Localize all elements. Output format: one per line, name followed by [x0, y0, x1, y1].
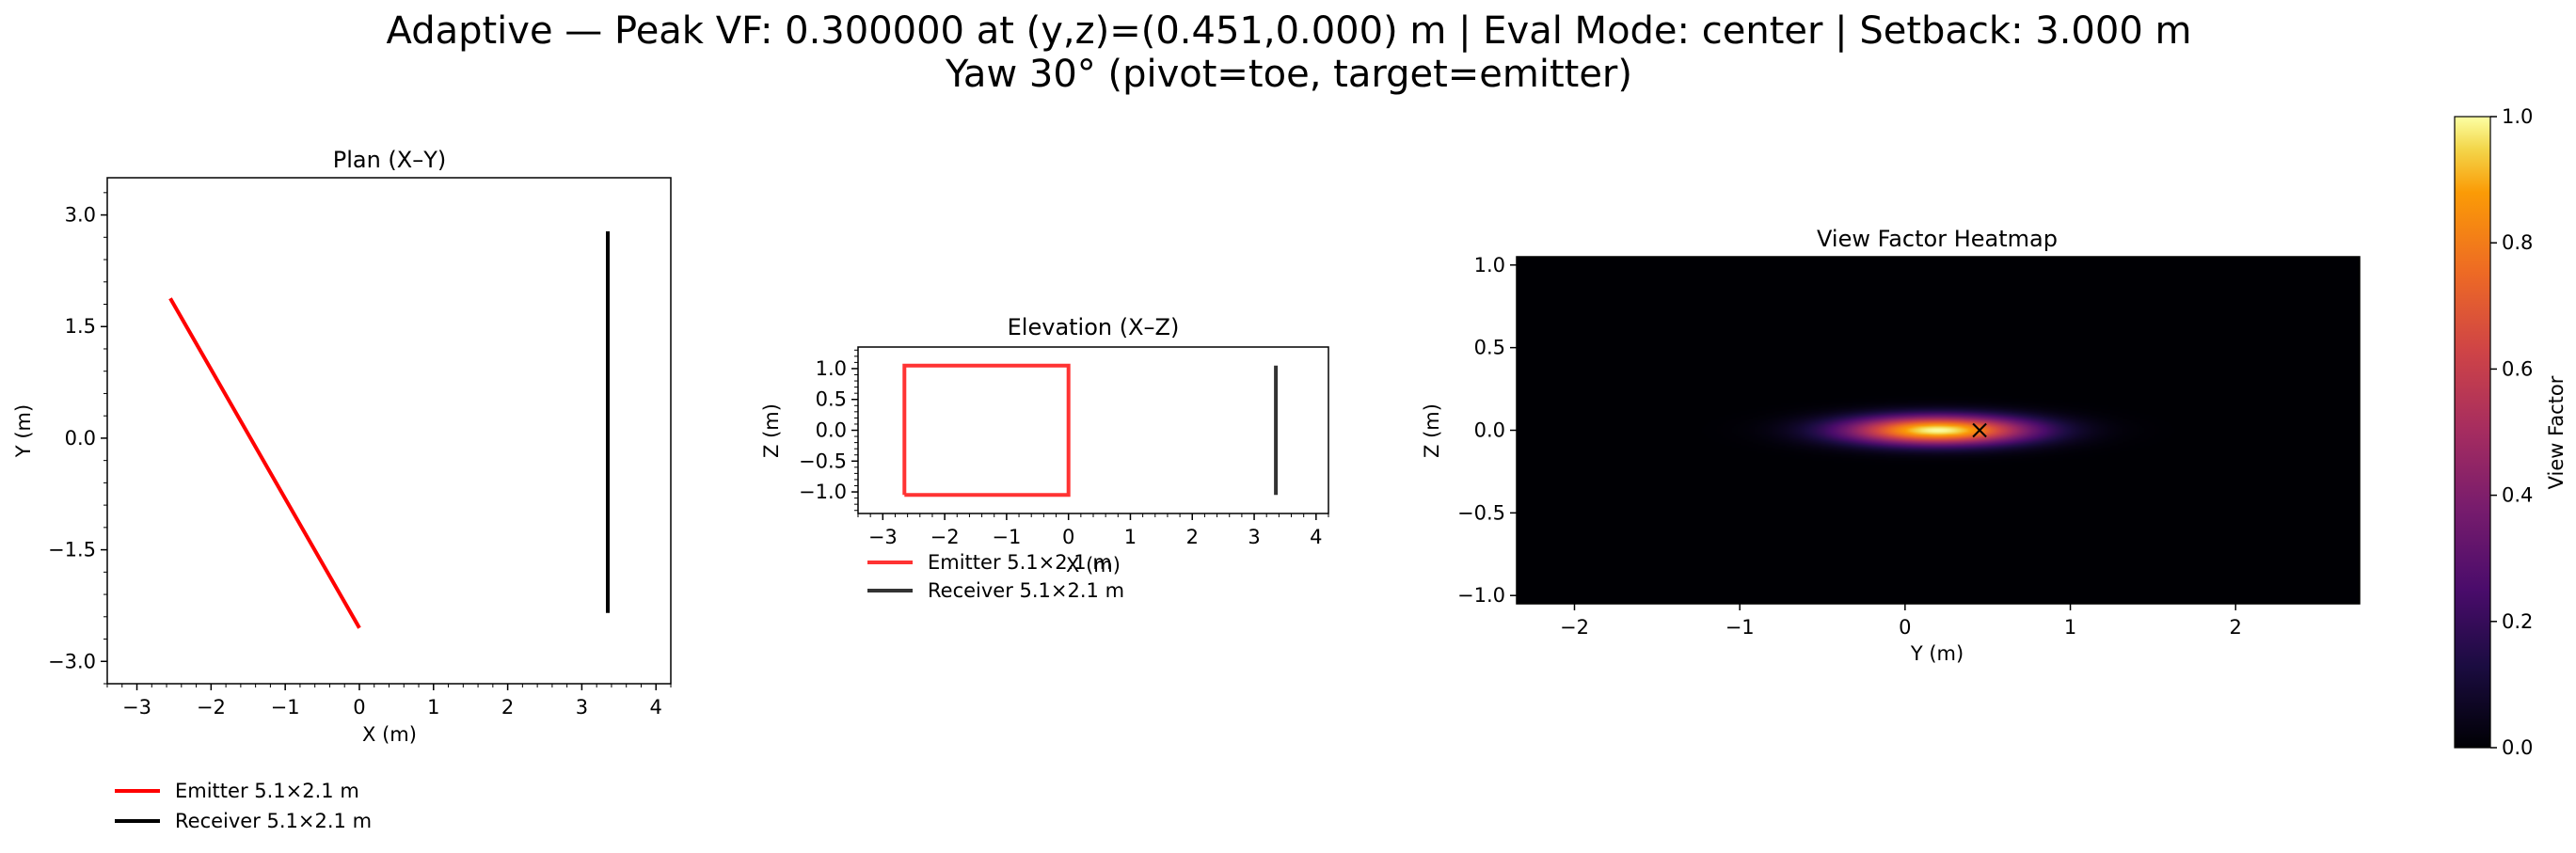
- peak-marker-stroke: [1972, 422, 1987, 438]
- elevation-ticks: −3 −2 −1 0 1 2 3 4 −1.0 −0.5 0.0 0.5 1.0: [799, 349, 1329, 548]
- elevation-x-tick-label: 2: [1186, 526, 1199, 548]
- elevation-x-tick-label: −2: [930, 526, 960, 548]
- elevation-x-tick-label: −1: [992, 526, 1021, 548]
- elevation-lines: [902, 363, 1279, 498]
- plan-y-tick-label: 0.0: [65, 427, 96, 450]
- colorbar-gradient: [2454, 116, 2491, 749]
- elevation-x-tick-label: 0: [1062, 526, 1074, 548]
- elevation-legend: Emitter 5.1×2.1 m Receiver 5.1×2.1 m: [867, 551, 1124, 602]
- plan-x-axis-label: X (m): [362, 723, 417, 746]
- elevation-x-tick-label: 1: [1124, 526, 1137, 548]
- heatmap-panel: View Factor Heatmap −2 −1 0 1 2 −1.0 −0.5 0.0 0.…: [1421, 226, 2361, 665]
- colorbar: 0.0 0.2 0.4 0.6 0.8 1.0 View Factor: [2454, 105, 2568, 759]
- heatmap-x-axis-label: Y (m): [1910, 642, 1964, 665]
- colorbar-label: View Factor: [2545, 375, 2568, 489]
- elevation-y-tick-label: −1.0: [799, 481, 847, 503]
- heatmap-image: [1517, 257, 2360, 604]
- plan-x-tick-label: 4: [650, 696, 662, 719]
- colorbar-tick-label: 1.0: [2502, 105, 2533, 128]
- plan-y-tick-label: 3.0: [65, 204, 96, 227]
- elevation-panel: Elevation (X–Z) −3 −2 −1 0 1 2 3 4 −1.0 −0.5 0.0 0.…: [760, 314, 1329, 602]
- elevation-legend-label-receiver: Receiver 5.1×2.1 m: [928, 579, 1124, 602]
- plan-title: Plan (X–Y): [333, 147, 447, 173]
- plan-y-tick-label: −3.0: [48, 650, 96, 672]
- plan-y-tick-label: 1.5: [65, 315, 96, 338]
- plan-x-tick-label: 2: [501, 696, 514, 719]
- colorbar-tick-label: 0.0: [2502, 736, 2533, 759]
- elevation-y-tick-label: −0.5: [799, 450, 847, 472]
- heatmap-ticks: −2 −1 0 1 2 −1.0 −0.5 0.0 0.5 1.0: [1457, 254, 2242, 639]
- colorbar-tick-label: 0.6: [2502, 357, 2533, 380]
- elevation-y-tick-label: 0.5: [816, 388, 847, 411]
- colorbar-ticks: 0.0 0.2 0.4 0.6 0.8 1.0: [2490, 105, 2533, 759]
- plan-y-axis-label: Y (m): [12, 404, 35, 458]
- colorbar-tick-label: 0.2: [2502, 610, 2533, 633]
- heatmap-x-tick-label: −1: [1725, 616, 1755, 639]
- plan-legend-label-emitter: Emitter 5.1×2.1 m: [175, 780, 359, 802]
- plan-x-tick-label: 3: [576, 696, 588, 719]
- plan-y-tick-label: −1.5: [48, 539, 96, 561]
- figure-title-line1: Adaptive — Peak VF: 0.300000 at (y,z)=(0…: [387, 9, 2192, 53]
- plan-x-tick-label: 0: [353, 696, 365, 719]
- elevation-x-tick-label: −3: [868, 526, 898, 548]
- elevation-x-tick-label: 3: [1248, 526, 1260, 548]
- heatmap-x-tick-label: 2: [2230, 616, 2242, 639]
- heatmap-x-tick-label: 1: [2064, 616, 2076, 639]
- plan-emitter-line: [168, 297, 361, 629]
- heatmap-y-tick-label: 0.0: [1474, 419, 1505, 442]
- heatmap-y-tick-label: 1.0: [1474, 254, 1505, 276]
- heatmap-y-tick-label: −1.0: [1457, 584, 1505, 607]
- plan-axes-frame: [106, 177, 672, 685]
- colorbar-tick-label: 0.8: [2502, 231, 2533, 254]
- plan-x-tick-label: 1: [427, 696, 439, 719]
- elevation-x-tick-label: 4: [1310, 526, 1322, 548]
- heatmap-y-tick-label: 0.5: [1474, 337, 1505, 359]
- heatmap-y-axis-label: Z (m): [1421, 403, 1443, 458]
- heatmap-x-tick-label: −2: [1560, 616, 1589, 639]
- elevation-y-axis-label: Z (m): [760, 403, 783, 458]
- elevation-legend-label-emitter: Emitter 5.1×2.1 m: [928, 551, 1112, 574]
- plan-legend-label-receiver: Receiver 5.1×2.1 m: [175, 810, 372, 832]
- elevation-y-tick-label: 1.0: [816, 357, 847, 380]
- heatmap-peak-marker: [1972, 422, 1987, 438]
- elevation-x-axis-label: X (m): [1066, 554, 1121, 577]
- plan-x-tick-label: −2: [197, 696, 226, 719]
- colorbar-tick-label: 0.4: [2502, 484, 2533, 507]
- heatmap-y-tick-label: −0.5: [1457, 501, 1505, 524]
- plan-x-tick-label: −3: [122, 696, 151, 719]
- heatmap-title: View Factor Heatmap: [1817, 226, 2058, 252]
- elevation-axes-frame: [857, 346, 1329, 514]
- figure-title-line2: Yaw 30° (pivot=toe, target=emitter): [945, 53, 1632, 96]
- plan-lines: [168, 231, 610, 629]
- plan-panel: Plan (X–Y) −3 −2 −1 0 1 2 3 4−3.0−1.50.01.53.0 …: [12, 147, 672, 832]
- plan-ticks: −3 −2 −1 0 1 2 3 4 −3.0 −1.5 0.0 1.5 3.0: [48, 192, 672, 719]
- plan-x-tick-label: −1: [271, 696, 300, 719]
- heatmap-x-tick-label: 0: [1899, 616, 1911, 639]
- elevation-emitter-line: [902, 363, 1071, 498]
- elevation-title: Elevation (X–Z): [1008, 314, 1180, 340]
- plan-legend: Emitter 5.1×2.1 m Receiver 5.1×2.1 m: [115, 780, 372, 832]
- elevation-y-tick-label: 0.0: [816, 419, 847, 442]
